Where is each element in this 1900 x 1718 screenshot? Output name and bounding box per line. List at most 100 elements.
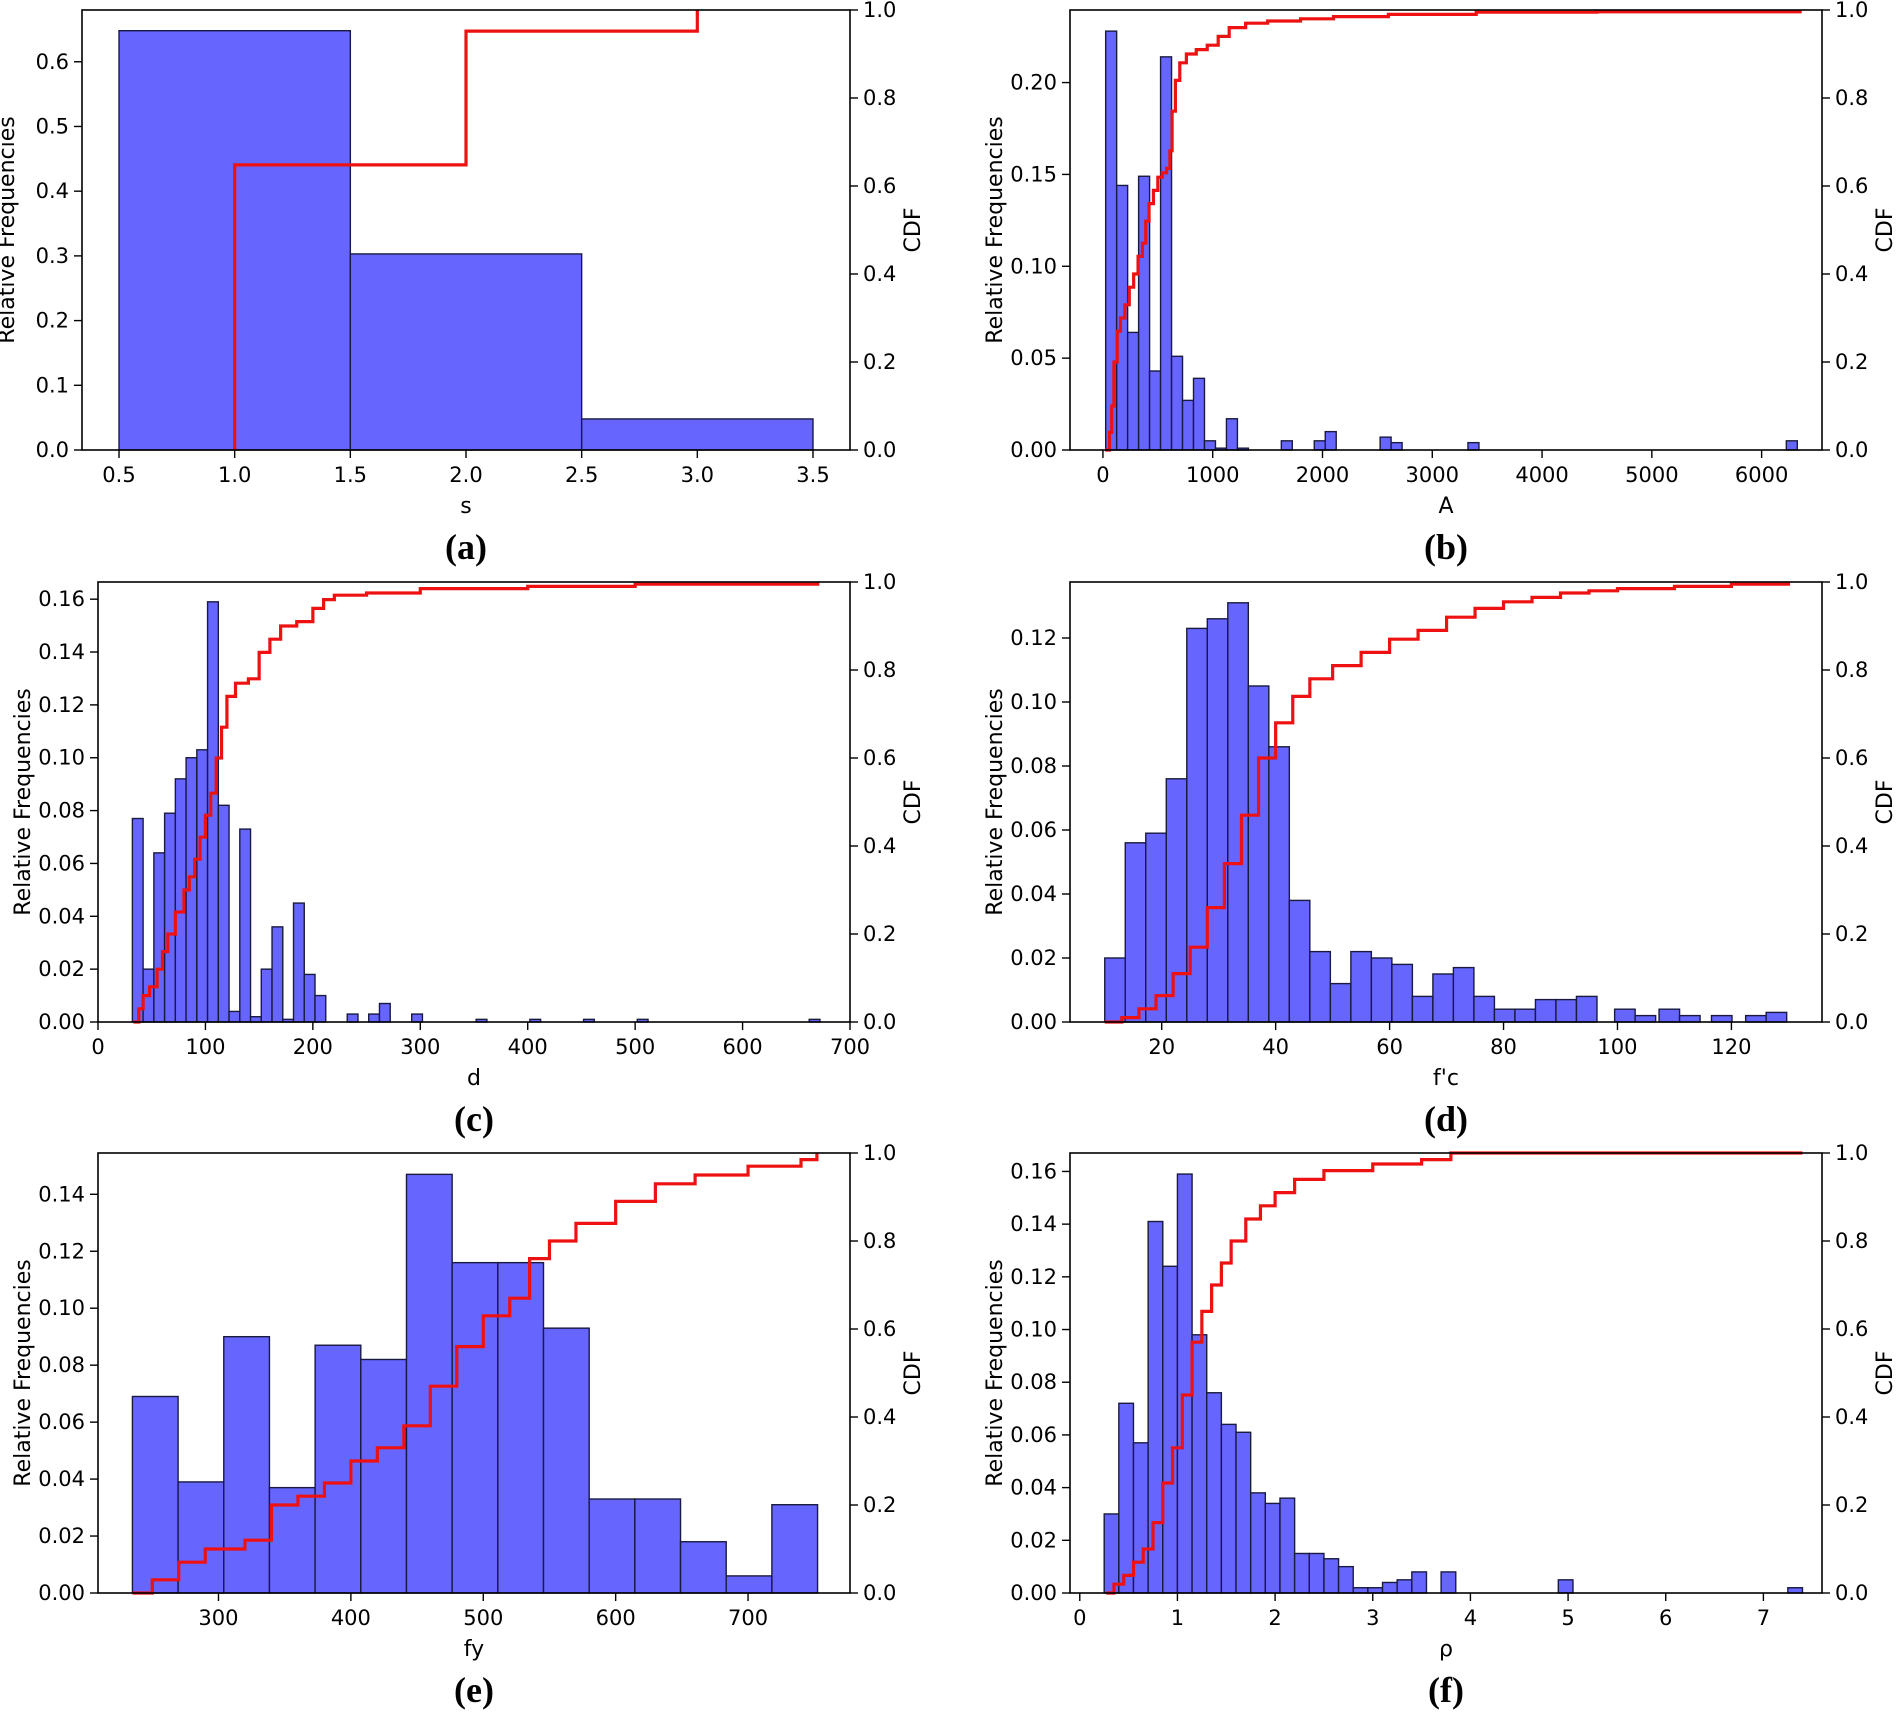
histogram-bar [405, 1173, 453, 1594]
histogram-bar [1452, 966, 1475, 1023]
histogram-bar [634, 1498, 682, 1594]
histogram-bar [1309, 950, 1332, 1023]
x-tick-label: 3.5 [796, 463, 829, 487]
histogram-bar [1132, 1442, 1149, 1594]
panel-label: (d) [1424, 1099, 1468, 1139]
x-tick-label: 5000 [1625, 463, 1678, 487]
x-tick-label: 2000 [1296, 463, 1349, 487]
y-tick-label: 0.08 [1010, 1370, 1057, 1394]
y-axis-label: Relative Frequencies [983, 1259, 1008, 1486]
x-tick-label: 120 [1711, 1035, 1751, 1059]
histogram-bar [1710, 1014, 1733, 1023]
histogram-bar [1103, 1513, 1120, 1594]
y-tick-label: 0.04 [38, 904, 85, 928]
histogram-bar [497, 1261, 545, 1594]
cdf-line [1104, 582, 1790, 1024]
y-tick-label: 0.6 [36, 50, 69, 74]
y2-tick-label: 1.0 [863, 0, 896, 22]
histogram-bar [1206, 1392, 1223, 1594]
histogram-bar [1467, 441, 1480, 451]
x-tick-label: 1.0 [218, 463, 251, 487]
y2-tick-label: 0.0 [863, 1010, 896, 1034]
histogram-bar [1534, 998, 1557, 1023]
histogram-bar [1396, 1579, 1413, 1594]
histogram-bar [679, 1541, 727, 1594]
histogram-bar [1432, 973, 1455, 1023]
y2-tick-label: 0.4 [1835, 1405, 1868, 1429]
y-tick-label: 0.05 [1010, 346, 1057, 370]
x-axis-label: f'c [1433, 1066, 1459, 1091]
x-tick-label: 2 [1268, 1606, 1281, 1630]
panel-label: (f) [1428, 1670, 1464, 1710]
y-tick-label: 0.00 [38, 1581, 85, 1605]
y-axis-label: Relative Frequencies [11, 688, 36, 915]
x-tick-label: 2.0 [449, 463, 482, 487]
chart-panel-3: 0 100 200 300 400 500 600 700 0.00 0.02 0.04 0.06 0.… [11, 570, 926, 1139]
y-axis-label: Relative Frequencies [983, 688, 1008, 915]
histogram-bar [1159, 56, 1173, 451]
histogram-bar [1220, 1423, 1237, 1594]
y-tick-label: 0.1 [36, 373, 69, 397]
histogram-bar [542, 1327, 590, 1594]
histogram-bar [206, 601, 220, 1023]
x-tick-label: 100 [185, 1035, 225, 1059]
x-tick-label: 40 [1262, 1035, 1289, 1059]
y-tick-label: 0.12 [1010, 1265, 1057, 1289]
x-tick-label: 500 [463, 1606, 503, 1630]
y2-tick-label: 0.0 [1835, 1010, 1868, 1034]
y2-tick-label: 0.4 [1835, 262, 1868, 286]
chart-panel-6: 0 1 2 3 4 5 6 7 0.00 0.02 0.04 0.06 0.08 0.10 0.12 0.14… [983, 1141, 1898, 1710]
y2-axis-label: CDF [1873, 1351, 1898, 1396]
y-tick-label: 0.2 [36, 309, 69, 333]
y2-tick-label: 0.4 [863, 1405, 896, 1429]
chart-panel-4: 20 40 60 80 100 120 0.00 0.02 0.04 0.06 0.08 0.10 0.… [983, 570, 1898, 1139]
x-tick-label: 60 [1376, 1035, 1403, 1059]
histogram-bar [1440, 1571, 1457, 1594]
y-tick-label: 0.04 [1010, 882, 1057, 906]
histogram-bar [1379, 436, 1392, 451]
cdf-line [133, 582, 820, 1024]
x-tick-label: 6 [1659, 1606, 1672, 1630]
histogram-bar [1575, 995, 1598, 1023]
y2-axis-label: CDF [901, 1351, 926, 1396]
histogram-bar [239, 828, 252, 1023]
histogram-bar [1337, 1565, 1354, 1594]
histogram-bar [1280, 440, 1294, 451]
histogram-bar [1162, 1265, 1179, 1594]
histogram-bar [153, 852, 166, 1023]
histogram-bar [588, 1498, 636, 1594]
x-tick-label: 6000 [1735, 463, 1788, 487]
axes-frame [97, 1152, 851, 1594]
chart-panel-5: 300 400 500 600 700 0.00 0.02 0.04 0.06 0.08 0.10 0… [11, 1141, 926, 1710]
histogram-bar [1225, 418, 1239, 451]
histogram-bar [1268, 746, 1291, 1023]
histogram-bar [1493, 1008, 1516, 1023]
x-tick-label: 0 [1096, 463, 1109, 487]
histogram-bar [163, 812, 177, 1023]
y2-tick-label: 0.2 [863, 1493, 896, 1517]
histogram-bar [451, 1261, 499, 1594]
y2-tick-label: 1.0 [1835, 0, 1868, 22]
histogram-bar [1126, 331, 1140, 451]
histogram-bar [228, 1010, 241, 1023]
x-axis-label: d [467, 1066, 481, 1091]
y2-tick-label: 0.4 [863, 262, 896, 286]
histogram-bar [1514, 1008, 1537, 1023]
y2-tick-label: 0.4 [1835, 834, 1868, 858]
y-axis-label: Relative Frequencies [11, 1259, 36, 1486]
histogram-bar [1329, 982, 1352, 1023]
x-tick-label: 7 [1757, 1606, 1770, 1630]
y2-tick-label: 0.2 [1835, 1493, 1868, 1517]
y-tick-label: 0.02 [38, 1524, 85, 1548]
y-tick-label: 0.4 [36, 179, 69, 203]
histogram-bar [1191, 1334, 1208, 1594]
histogram-bar [378, 1002, 391, 1023]
y-tick-label: 0.06 [1010, 818, 1057, 842]
x-tick-label: 100 [1597, 1035, 1637, 1059]
y2-tick-label: 1.0 [1835, 1141, 1868, 1165]
x-tick-label: 0 [91, 1035, 104, 1059]
histogram-bar [1323, 1558, 1340, 1594]
histogram-bar [1192, 377, 1206, 451]
y-tick-label: 0.02 [1010, 1528, 1057, 1552]
y-tick-label: 0.12 [1010, 626, 1057, 650]
